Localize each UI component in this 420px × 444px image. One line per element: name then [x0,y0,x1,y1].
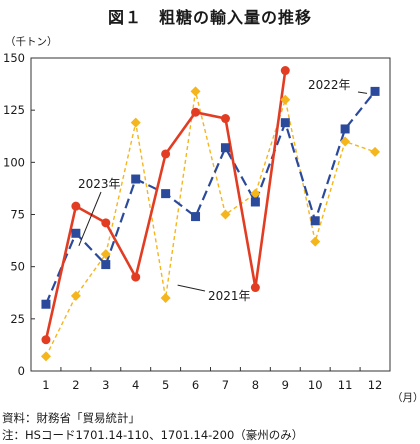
series-annotations: 2023年 2021年 2022年 [78,78,368,303]
series-annotation-label: 2021年 [208,289,251,303]
annotation-leader-line [177,284,206,292]
y-axis-unit-label: （千トン） [5,36,58,48]
y-tick-label: 125 [3,103,25,117]
x-tick-labels: 1 2 3 4 5 6 7 8 9 10 11 12 [42,378,382,392]
data-point [220,143,230,153]
x-tick-label: 10 [308,378,323,392]
data-point [41,299,51,309]
y-tick-label: 100 [3,155,25,169]
y-tick-label: 150 [3,51,25,65]
data-point [160,292,171,303]
data-point [370,86,380,96]
data-point [191,107,201,117]
plot-frame [30,57,391,372]
data-point [310,216,320,226]
data-point [340,136,351,147]
x-tick-label: 11 [338,378,353,392]
data-point [41,335,51,345]
data-point [280,94,291,105]
series-markers [40,66,381,362]
x-tick-label: 7 [222,378,229,392]
data-point [190,86,201,97]
y-tick-label: 25 [10,312,25,326]
data-point [161,189,171,199]
series-annotation-label: 2023年 [78,177,121,191]
data-point [71,228,81,238]
x-axis-unit-label: （月） [392,392,420,404]
source-note: 資料：財務省「貿易統計」 [2,411,140,425]
x-tick-label: 6 [192,378,199,392]
data-point [101,218,111,228]
y-tick-label: 75 [10,208,25,222]
data-point [220,114,230,124]
x-tick-label: 2 [72,378,79,392]
data-point [131,174,141,184]
x-tick-label: 3 [102,378,109,392]
x-tick-label: 4 [132,378,139,392]
data-point [250,283,260,293]
data-point [100,249,111,260]
data-point [40,351,51,362]
series-line-2021年 [45,90,376,357]
y-tick-labels: 0 25 50 75 100 125 150 [3,51,25,378]
x-tick-label: 9 [282,378,289,392]
data-point [280,66,290,76]
axes [30,57,391,372]
data-point [191,212,201,222]
hs-code-note: 注：HSコード1701.14-110、1701.14-200（豪州のみ） [2,428,304,442]
x-tick-label: 1 [42,378,49,392]
data-point [370,146,381,157]
y-tick-label: 50 [10,260,25,274]
series-lines [44,70,376,357]
chart-title: 図１ 粗糖の輸入量の推移 [107,8,312,27]
data-point [71,201,81,211]
data-point [101,260,111,270]
annotation-leader-line [357,91,368,94]
data-point [340,124,350,134]
x-tick-label: 12 [368,378,383,392]
data-point [161,149,171,159]
data-point [280,118,290,128]
series-line-2022年 [44,90,376,305]
data-point [70,290,81,301]
data-point [131,272,141,282]
data-point [220,209,231,220]
y-tick-label: 0 [18,364,25,378]
data-point [250,188,261,199]
series-annotation-label: 2022年 [308,78,351,92]
annotation-leader-line [78,191,102,246]
x-tick-label: 8 [252,378,259,392]
data-point [130,117,141,128]
data-point [310,236,321,247]
data-point [250,197,260,207]
x-tick-label: 5 [162,378,169,392]
